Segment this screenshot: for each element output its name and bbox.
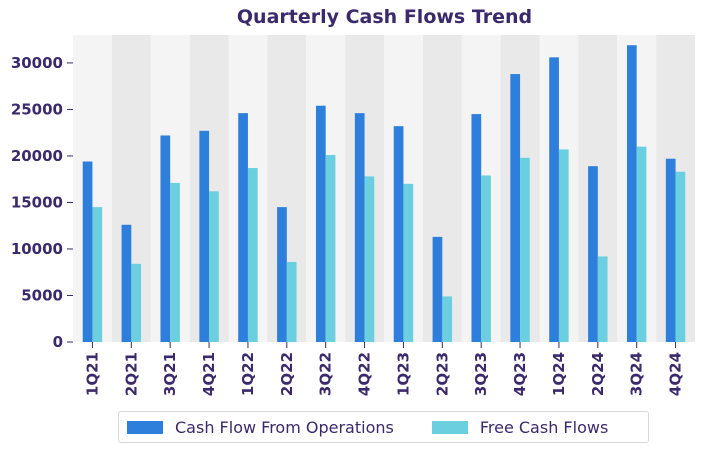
x-tick-label: 3Q21 — [161, 352, 179, 396]
bars — [82, 45, 686, 343]
bar-operations — [160, 135, 171, 342]
x-tick-label: 2Q24 — [589, 352, 607, 396]
x-tick-label: 4Q23 — [511, 352, 529, 396]
y-tick-label: 20000 — [11, 147, 63, 165]
x-tick-label: 3Q24 — [628, 352, 646, 396]
x-tick-label: 4Q22 — [356, 352, 374, 396]
x-tick-label: 2Q23 — [433, 352, 451, 396]
bar-free-cash — [403, 183, 414, 342]
x-tick-label: 2Q22 — [278, 352, 296, 396]
x-tick-label: 1Q24 — [550, 352, 568, 396]
bar-free-cash — [520, 157, 530, 342]
legend: Cash Flow From Operations Free Cash Flow… — [118, 411, 649, 443]
x-tick-label: 3Q22 — [317, 352, 335, 396]
y-tick-label: 5000 — [21, 286, 63, 304]
x-tick-label: 1Q22 — [239, 352, 257, 396]
bar-operations — [354, 113, 365, 343]
bar-free-cash — [131, 263, 142, 342]
bar-free-cash — [170, 182, 180, 342]
y-tick-label: 10000 — [11, 240, 63, 258]
x-tick-label: 1Q21 — [83, 352, 101, 396]
legend-item-free-cash: Free Cash Flows — [424, 418, 608, 437]
bar-free-cash — [675, 171, 686, 342]
x-tick-label: 4Q21 — [200, 352, 218, 396]
y-tick-label: 15000 — [11, 193, 63, 211]
bar-operations — [626, 45, 637, 342]
bar-operations — [588, 166, 598, 342]
bar-operations — [549, 57, 559, 343]
bar-operations — [393, 126, 404, 342]
x-tick-label: 4Q24 — [667, 352, 685, 396]
bar-operations — [471, 114, 482, 342]
y-tick-label: 30000 — [11, 54, 63, 72]
bar-free-cash — [92, 207, 103, 342]
y-tick-label: 25000 — [11, 100, 63, 118]
bar-free-cash — [325, 155, 336, 342]
x-axis-ticks: 1Q21 2Q21 3Q21 4Q21 1Q22 2Q22 3Q22 4Q22 1Q23 2Q23… — [83, 342, 685, 396]
bar-free-cash — [209, 191, 219, 342]
legend-label-free-cash: Free Cash Flows — [479, 417, 609, 437]
legend-item-operations: Cash Flow From Operations — [119, 418, 394, 437]
bar-operations — [510, 74, 521, 342]
legend-swatch-operations — [127, 420, 163, 434]
bar-chart: 0 5000 10000 15000 20000 25000 30000 1Q21 2Q21 3… — [11, 35, 695, 396]
bar-free-cash — [286, 261, 297, 342]
bar-operations — [238, 113, 248, 343]
bar-free-cash — [481, 175, 491, 342]
x-tick-label: 1Q23 — [394, 352, 412, 396]
bar-operations — [665, 158, 676, 342]
legend-label-operations: Cash Flow From Operations — [175, 417, 394, 437]
y-tick-label: 0 — [53, 333, 63, 351]
chart-title: Quarterly Cash Flows Trend — [236, 6, 533, 28]
bar-free-cash — [247, 168, 258, 342]
x-tick-label: 2Q21 — [122, 352, 140, 396]
bar-free-cash — [558, 149, 569, 342]
legend-swatch-free-cash — [431, 420, 468, 434]
bar-free-cash — [597, 256, 608, 342]
x-tick-label: 3Q23 — [472, 352, 490, 396]
bar-operations — [82, 161, 93, 342]
y-axis-ticks: 0 5000 10000 15000 20000 25000 30000 — [11, 54, 73, 351]
bar-free-cash — [442, 296, 453, 342]
bar-operations — [315, 105, 326, 342]
bar-free-cash — [364, 176, 375, 342]
bar-operations — [432, 236, 443, 342]
bar-free-cash — [636, 146, 647, 342]
bar-operations — [121, 224, 132, 342]
bar-operations — [277, 207, 287, 342]
bar-operations — [199, 130, 210, 342]
